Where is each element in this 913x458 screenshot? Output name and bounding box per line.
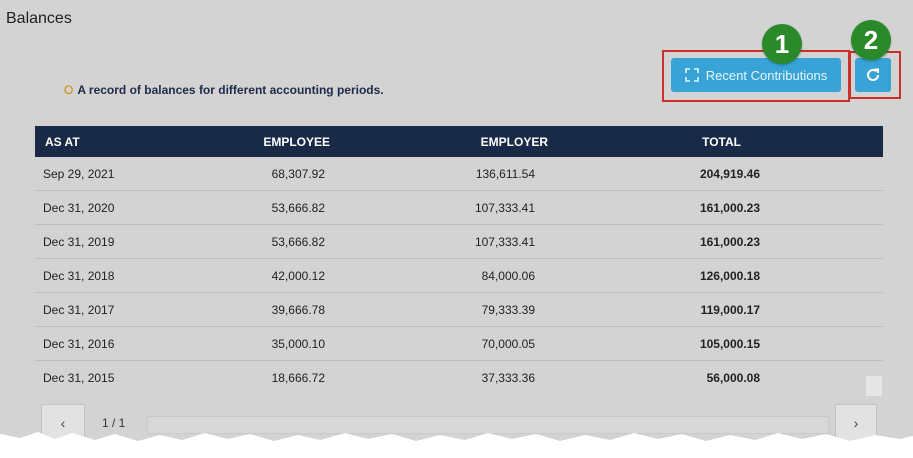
info-bullet-icon: O: [64, 83, 74, 97]
pagination: ‹ 1 / 1 ›: [41, 404, 877, 442]
table-row: Dec 31, 2016 35,000.10 70,000.05 105,000…: [35, 327, 883, 361]
column-header-total[interactable]: TOTAL: [702, 134, 741, 149]
column-header-employer[interactable]: EMPLOYER: [480, 134, 548, 149]
step-badge-1: 1: [762, 24, 802, 64]
cell-employee: 53,666.82: [271, 234, 325, 249]
table-row: Sep 29, 2021 68,307.92 136,611.54 204,91…: [35, 157, 883, 191]
recent-contributions-button[interactable]: Recent Contributions: [671, 58, 841, 92]
cell-employer: 107,333.41: [474, 234, 535, 249]
cell-total: 119,000.17: [700, 302, 760, 317]
cell-employer: 37,333.36: [481, 370, 535, 385]
table-row: Dec 31, 2017 39,666.78 79,333.39 119,000…: [35, 293, 883, 327]
chevron-left-icon: ‹: [60, 415, 66, 431]
page-title: Balances: [6, 10, 72, 27]
cell-employee: 53,666.82: [271, 200, 325, 215]
step-badge-2: 2: [851, 20, 891, 60]
cell-employee: 39,666.78: [271, 302, 325, 317]
column-header-as-at[interactable]: AS AT: [45, 134, 80, 149]
chevron-right-icon: ›: [853, 415, 859, 431]
cell-total: 161,000.23: [699, 200, 760, 215]
cell-employer: 79,333.39: [481, 302, 535, 317]
cell-as-at: Dec 31, 2019: [43, 234, 115, 249]
refresh-icon: [867, 68, 879, 81]
table-row: Dec 31, 2018 42,000.12 84,000.06 126,000…: [35, 259, 883, 293]
expand-icon: [684, 68, 699, 82]
cell-total: 126,000.18: [699, 268, 760, 283]
cell-as-at: Dec 31, 2017: [43, 302, 115, 317]
cell-employee: 35,000.10: [271, 336, 325, 351]
cell-total: 105,000.15: [699, 336, 760, 351]
cell-employer: 84,000.06: [481, 268, 535, 283]
table-row: Dec 31, 2020 53,666.82 107,333.41 161,00…: [35, 191, 883, 225]
cell-employer: 70,000.05: [481, 336, 535, 351]
cell-as-at: Dec 31, 2020: [43, 200, 115, 215]
torn-edge: [0, 432, 913, 458]
panel-description: O A record of balances for different acc…: [64, 83, 384, 97]
balances-table: AS AT EMPLOYEE EMPLOYER TOTAL Sep 29, 20…: [35, 126, 883, 394]
cell-as-at: Dec 31, 2015: [43, 370, 115, 385]
cell-employee: 68,307.92: [271, 166, 325, 181]
next-page-button[interactable]: ›: [835, 404, 877, 442]
vertical-scrollbar[interactable]: [866, 376, 882, 396]
page-info: 1 / 1: [102, 416, 126, 430]
cell-as-at: Dec 31, 2016: [43, 336, 115, 351]
recent-contributions-label: Recent Contributions: [705, 67, 828, 83]
cell-employer: 136,611.54: [475, 166, 535, 181]
cell-employee: 18,666.72: [271, 370, 325, 385]
table-row: Dec 31, 2015 18,666.72 37,333.36 56,000.…: [35, 361, 883, 394]
column-header-employee[interactable]: EMPLOYEE: [263, 134, 330, 149]
cell-as-at: Sep 29, 2021: [43, 166, 115, 181]
table-row: Dec 31, 2019 53,666.82 107,333.41 161,00…: [35, 225, 883, 259]
cell-employee: 42,000.12: [271, 268, 325, 283]
cell-total: 204,919.46: [699, 166, 760, 181]
refresh-button[interactable]: [855, 58, 891, 92]
panel-description-text: A record of balances for different accou…: [77, 83, 384, 97]
cell-as-at: Dec 31, 2018: [43, 268, 115, 283]
table-header: AS AT EMPLOYEE EMPLOYER TOTAL: [35, 126, 883, 157]
cell-total: 56,000.08: [706, 370, 760, 385]
cell-total: 161,000.23: [699, 234, 760, 249]
cell-employer: 107,333.41: [474, 200, 535, 215]
